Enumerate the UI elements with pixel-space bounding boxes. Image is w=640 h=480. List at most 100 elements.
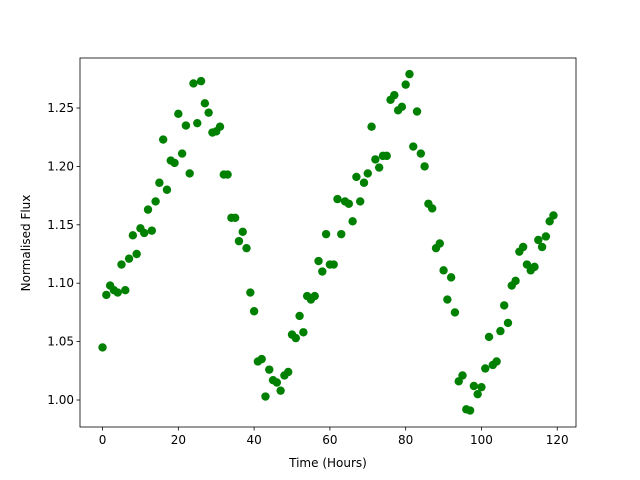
data-point (257, 354, 266, 364)
data-point (215, 122, 225, 131)
data-point (549, 211, 558, 220)
data-point (265, 365, 274, 374)
data-point (230, 213, 240, 222)
data-point (238, 227, 247, 237)
data-point (113, 288, 122, 297)
data-point (371, 155, 380, 164)
data-point (477, 382, 486, 392)
data-point (272, 378, 282, 387)
data-point (314, 256, 323, 266)
data-point (397, 102, 407, 112)
data-point (484, 332, 494, 342)
data-point (541, 232, 551, 241)
data-point (409, 142, 418, 151)
data-point (534, 235, 543, 245)
y-tick-label: 1.15 (47, 218, 74, 232)
data-point (367, 122, 376, 131)
x-tick-label: 60 (322, 433, 337, 447)
data-point (185, 169, 194, 178)
data-point (189, 79, 198, 88)
data-point (443, 295, 452, 304)
y-tick-label: 1.20 (47, 159, 74, 173)
data-point (412, 107, 422, 116)
data-point (196, 76, 206, 86)
data-point (102, 290, 111, 300)
data-point (132, 249, 141, 259)
y-tick-label: 1.25 (47, 101, 74, 115)
data-point (416, 149, 426, 158)
data-point (428, 204, 437, 213)
data-point (143, 205, 153, 214)
data-point (374, 163, 384, 172)
data-point (348, 217, 357, 226)
data-point (420, 162, 429, 171)
data-point (140, 228, 149, 238)
data-point (242, 243, 251, 253)
data-point (310, 291, 319, 301)
x-tick-label: 80 (398, 433, 413, 447)
data-point (481, 364, 490, 373)
data-point (492, 357, 501, 366)
data-point (261, 392, 270, 401)
y-tick-label: 1.10 (47, 276, 74, 290)
data-point (337, 229, 346, 239)
data-point (458, 371, 467, 380)
data-point (390, 90, 399, 100)
y-axis-label: Normalised Flux (19, 195, 33, 292)
data-point (363, 169, 372, 178)
y-tick-label: 1.05 (47, 335, 74, 349)
data-point (352, 172, 361, 182)
data-point (439, 266, 448, 275)
data-point (359, 178, 369, 187)
data-point (204, 108, 213, 117)
data-point (344, 199, 354, 208)
data-point (147, 226, 157, 235)
data-point (333, 194, 342, 204)
data-point (200, 99, 210, 108)
data-point (174, 109, 183, 119)
data-point (223, 170, 232, 179)
data-point (299, 328, 308, 337)
x-tick-label: 120 (546, 433, 569, 447)
y-tick-label: 1.00 (47, 393, 74, 407)
data-point (321, 229, 331, 239)
data-point (318, 267, 327, 276)
data-point (193, 118, 202, 128)
data-point (518, 242, 528, 252)
data-point (469, 381, 479, 391)
x-tick-label: 100 (470, 433, 493, 447)
data-point (177, 149, 187, 158)
data-point (405, 69, 414, 79)
data-point (295, 311, 304, 321)
data-point (530, 262, 539, 272)
data-point (117, 260, 126, 269)
data-point (155, 178, 164, 187)
data-point (511, 276, 520, 286)
data-point (401, 80, 410, 89)
data-point (291, 333, 300, 343)
data-point (356, 197, 365, 206)
x-tick-label: 0 (99, 433, 107, 447)
data-point (496, 326, 505, 336)
data-point (249, 307, 259, 316)
plot-frame (79, 57, 577, 428)
data-point (181, 121, 191, 130)
data-point (382, 151, 391, 161)
data-point (162, 185, 172, 194)
x-tick-label: 20 (171, 433, 186, 447)
data-point (276, 386, 285, 395)
data-point (450, 308, 460, 317)
data-point (435, 239, 444, 248)
data-point (128, 231, 138, 240)
data-point (98, 343, 107, 352)
data-point (473, 389, 482, 399)
data-point (465, 406, 475, 415)
data-point (246, 288, 255, 297)
data-point (158, 135, 168, 144)
data-point (329, 260, 338, 269)
data-point (284, 367, 293, 377)
x-axis-label: Time (Hours) (288, 456, 367, 470)
data-point (499, 301, 509, 310)
